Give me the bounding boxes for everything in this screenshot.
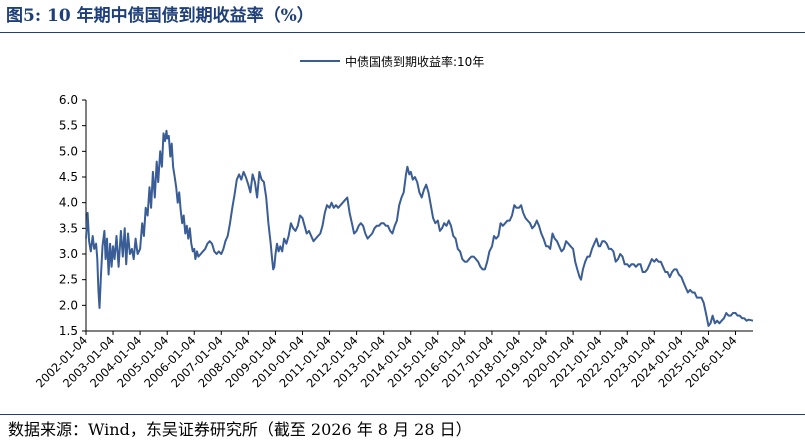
y-tick-label: 5.0 — [59, 144, 78, 158]
figure-title: 图5: 10 年期中债国债到期收益率（%） — [6, 6, 314, 26]
y-tick-label: 2.0 — [59, 298, 78, 312]
source-note: 数据来源：Wind，东吴证券研究所（截至 2026 年 8 月 28 日） — [8, 420, 472, 439]
y-tick-label: 6.0 — [59, 93, 78, 107]
legend-label: 中债国债到期收益率:10年 — [345, 54, 484, 69]
title-rule — [0, 32, 805, 33]
chart-legend: 中债国债到期收益率:10年 — [300, 54, 484, 69]
y-tick-label: 3.5 — [59, 221, 78, 235]
series-line-10y-yield — [85, 129, 754, 327]
chart-axes — [85, 100, 753, 332]
line-chart: 中债国债到期收益率:10年 1.5 2.0 2.5 3.0 3.5 4.0 4.5 5.0 5.… — [33, 54, 754, 390]
y-tick-label: 3.0 — [59, 247, 78, 261]
x-axis-ticks: 2002-01-042003-01-042004-01-042005-01-04… — [33, 331, 740, 390]
y-tick-label: 4.5 — [59, 170, 78, 184]
y-tick-label: 4.0 — [59, 196, 78, 210]
source-rule — [0, 414, 805, 415]
y-tick-label: 5.5 — [59, 119, 78, 133]
y-tick-label: 2.5 — [59, 273, 78, 287]
y-tick-label: 1.5 — [59, 324, 78, 338]
y-axis-ticks: 1.5 2.0 2.5 3.0 3.5 4.0 4.5 5.0 5.5 6.0 — [59, 93, 86, 338]
